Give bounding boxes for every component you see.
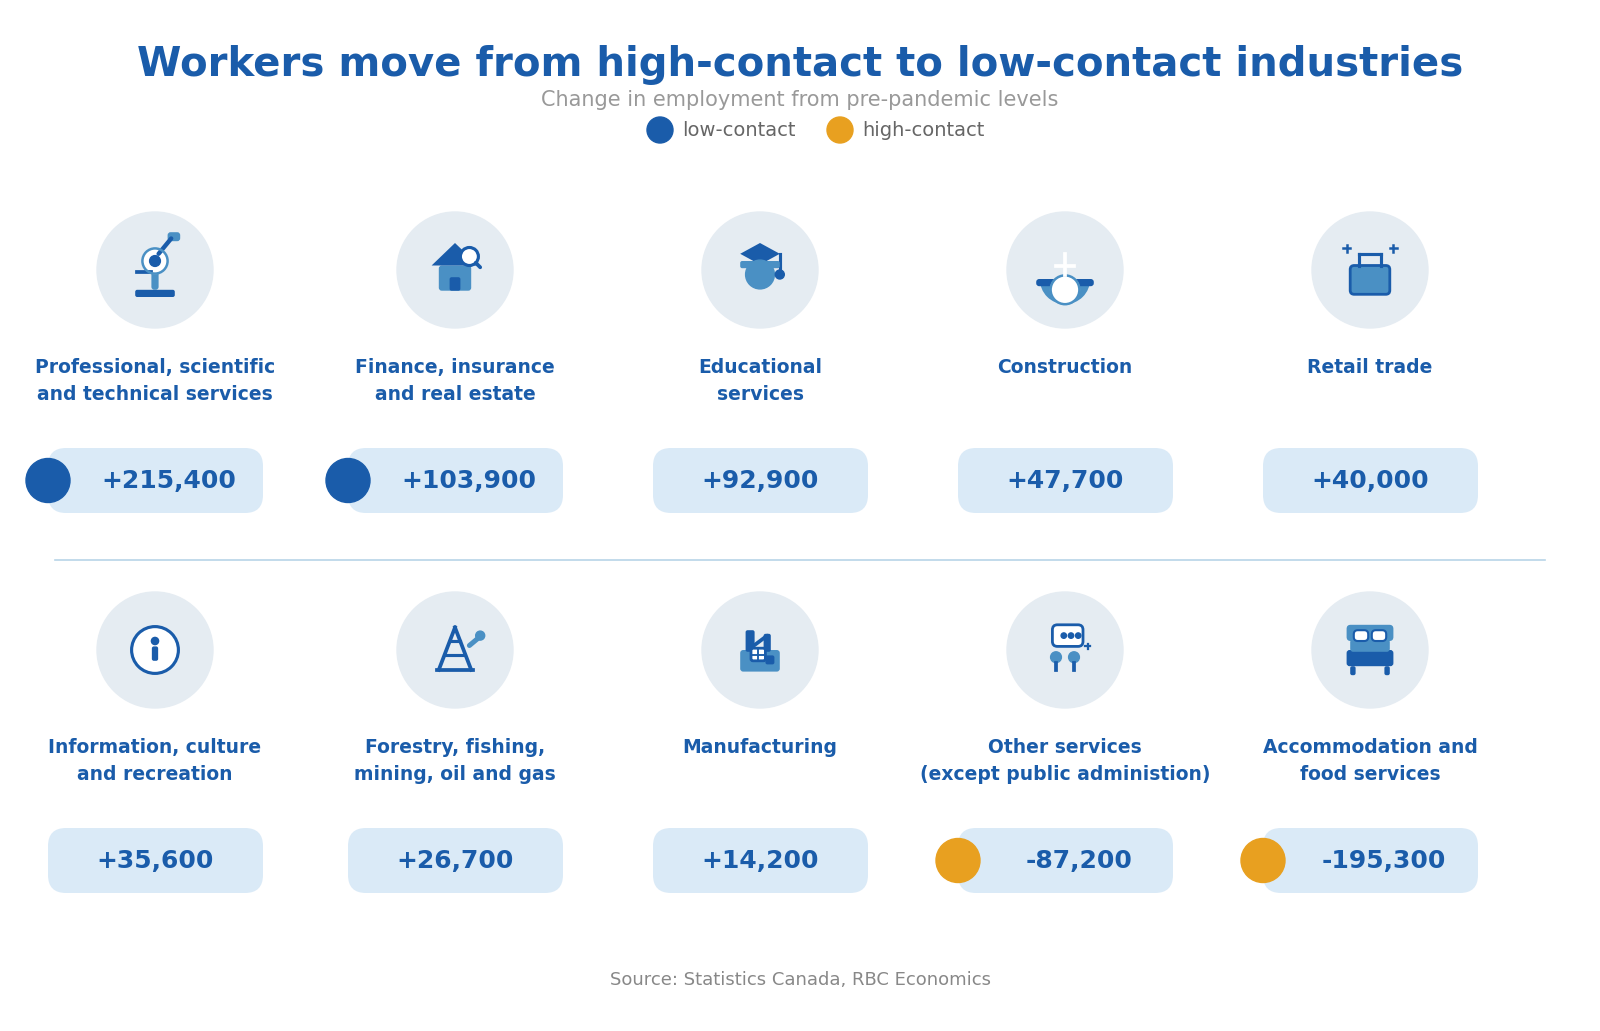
FancyBboxPatch shape xyxy=(746,630,755,652)
Circle shape xyxy=(1006,592,1123,708)
Polygon shape xyxy=(741,243,779,265)
Text: Source: Statistics Canada, RBC Economics: Source: Statistics Canada, RBC Economics xyxy=(610,971,990,989)
Circle shape xyxy=(150,256,160,266)
Text: Information, culture
and recreation: Information, culture and recreation xyxy=(48,738,261,784)
Circle shape xyxy=(1051,652,1061,663)
Circle shape xyxy=(702,592,818,708)
Circle shape xyxy=(26,459,70,502)
FancyBboxPatch shape xyxy=(958,448,1173,513)
Text: -195,300: -195,300 xyxy=(1322,849,1446,872)
Circle shape xyxy=(1242,838,1285,883)
Text: Other services
(except public administion): Other services (except public administio… xyxy=(920,738,1210,784)
FancyBboxPatch shape xyxy=(1262,828,1478,893)
FancyBboxPatch shape xyxy=(765,656,774,664)
Circle shape xyxy=(475,631,485,640)
Text: Finance, insurance
and real estate: Finance, insurance and real estate xyxy=(355,358,555,403)
Circle shape xyxy=(326,459,370,502)
FancyBboxPatch shape xyxy=(741,261,779,268)
FancyBboxPatch shape xyxy=(48,448,262,513)
Circle shape xyxy=(1312,592,1429,708)
Text: -87,200: -87,200 xyxy=(1026,849,1133,872)
Circle shape xyxy=(1312,212,1429,328)
Circle shape xyxy=(397,212,514,328)
Text: Manufacturing: Manufacturing xyxy=(683,738,837,757)
Circle shape xyxy=(1061,633,1067,638)
Text: +14,200: +14,200 xyxy=(701,849,819,872)
FancyBboxPatch shape xyxy=(134,290,174,297)
Circle shape xyxy=(827,117,853,143)
FancyBboxPatch shape xyxy=(750,648,765,661)
FancyBboxPatch shape xyxy=(1354,630,1368,641)
FancyBboxPatch shape xyxy=(349,448,563,513)
Text: Construction: Construction xyxy=(997,358,1133,377)
Wedge shape xyxy=(1040,279,1090,304)
FancyBboxPatch shape xyxy=(958,828,1173,893)
FancyBboxPatch shape xyxy=(1262,448,1478,513)
FancyBboxPatch shape xyxy=(438,266,470,291)
FancyBboxPatch shape xyxy=(741,650,779,671)
Circle shape xyxy=(397,592,514,708)
FancyBboxPatch shape xyxy=(450,277,461,291)
FancyBboxPatch shape xyxy=(1371,630,1386,641)
Circle shape xyxy=(1075,633,1082,638)
Circle shape xyxy=(152,637,158,644)
FancyBboxPatch shape xyxy=(152,254,158,290)
FancyBboxPatch shape xyxy=(152,646,158,661)
Circle shape xyxy=(702,212,818,328)
FancyBboxPatch shape xyxy=(653,828,867,893)
Circle shape xyxy=(746,260,774,289)
Text: +215,400: +215,400 xyxy=(101,468,237,493)
FancyBboxPatch shape xyxy=(1350,639,1390,652)
Text: +26,700: +26,700 xyxy=(397,849,514,872)
Text: +47,700: +47,700 xyxy=(1006,468,1123,493)
Circle shape xyxy=(131,627,179,673)
Circle shape xyxy=(1069,633,1074,638)
FancyBboxPatch shape xyxy=(653,448,867,513)
FancyBboxPatch shape xyxy=(763,634,771,652)
Circle shape xyxy=(1006,212,1123,328)
Text: Forestry, fishing,
mining, oil and gas: Forestry, fishing, mining, oil and gas xyxy=(354,738,555,784)
Circle shape xyxy=(461,247,478,266)
Circle shape xyxy=(98,212,213,328)
Text: +35,600: +35,600 xyxy=(96,849,214,872)
Circle shape xyxy=(936,838,979,883)
FancyBboxPatch shape xyxy=(1037,279,1094,287)
FancyBboxPatch shape xyxy=(48,828,262,893)
Circle shape xyxy=(646,117,674,143)
Text: +92,900: +92,900 xyxy=(701,468,819,493)
FancyBboxPatch shape xyxy=(168,232,181,241)
Text: Accommodation and
food services: Accommodation and food services xyxy=(1262,738,1477,784)
Circle shape xyxy=(1051,275,1080,304)
Text: low-contact: low-contact xyxy=(682,121,795,139)
Polygon shape xyxy=(432,243,478,266)
Text: high-contact: high-contact xyxy=(862,121,984,139)
Text: +40,000: +40,000 xyxy=(1310,468,1429,493)
Circle shape xyxy=(776,270,784,279)
Circle shape xyxy=(1069,652,1080,663)
Text: Change in employment from pre-pandemic levels: Change in employment from pre-pandemic l… xyxy=(541,90,1059,110)
Text: Workers move from high-contact to low-contact industries: Workers move from high-contact to low-co… xyxy=(138,45,1462,85)
Circle shape xyxy=(98,592,213,708)
FancyBboxPatch shape xyxy=(1053,625,1083,646)
Text: Educational
services: Educational services xyxy=(698,358,822,403)
FancyBboxPatch shape xyxy=(1347,625,1394,641)
Text: +103,900: +103,900 xyxy=(402,468,536,493)
Text: Retail trade: Retail trade xyxy=(1307,358,1432,377)
Text: Professional, scientific
and technical services: Professional, scientific and technical s… xyxy=(35,358,275,403)
FancyBboxPatch shape xyxy=(1384,666,1390,675)
FancyBboxPatch shape xyxy=(1350,666,1355,675)
FancyBboxPatch shape xyxy=(1350,266,1390,294)
FancyBboxPatch shape xyxy=(349,828,563,893)
Circle shape xyxy=(142,248,168,273)
FancyBboxPatch shape xyxy=(1347,650,1394,666)
